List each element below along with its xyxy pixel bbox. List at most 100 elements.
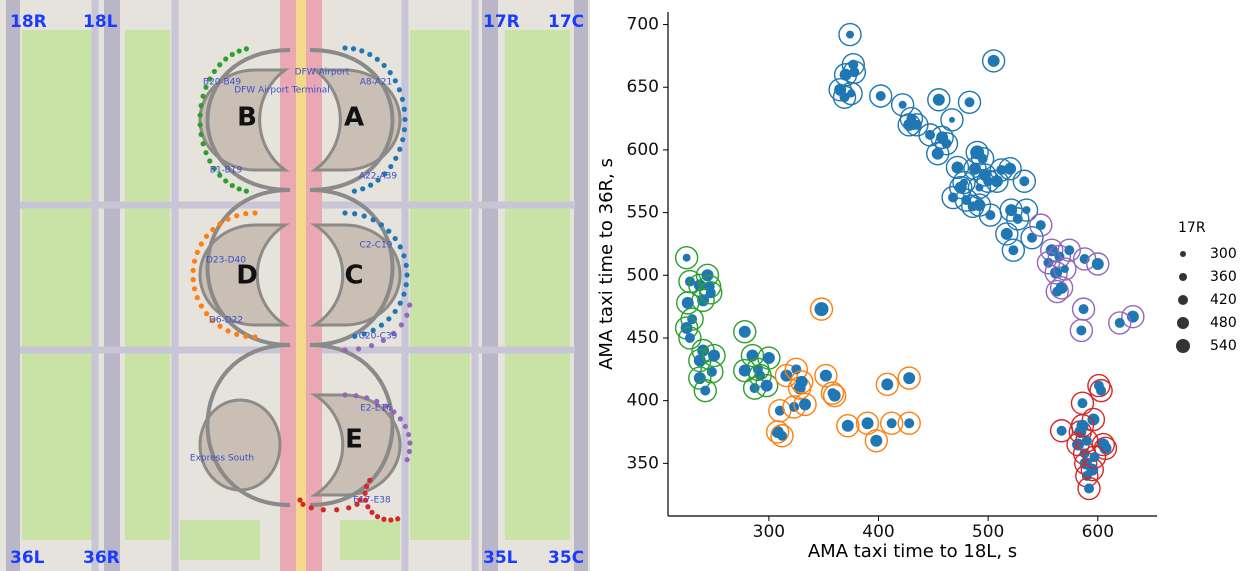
point: [681, 296, 694, 309]
gate-dot: [404, 457, 410, 463]
gate-dot: [363, 483, 370, 490]
gate-dot: [234, 331, 240, 337]
point: [693, 279, 706, 292]
gate-label: A22-A39: [359, 172, 398, 182]
gate-dot: [342, 392, 348, 398]
gate-dot: [223, 178, 229, 184]
point: [1076, 325, 1087, 336]
cluster-ring: [973, 163, 997, 187]
runway-label: 18R: [10, 12, 47, 32]
gate-dot: [392, 308, 398, 315]
point: [774, 405, 785, 416]
gate-dot: [401, 127, 408, 133]
gate-dot: [207, 76, 213, 82]
gate-dot: [364, 395, 370, 401]
point: [841, 419, 854, 432]
gate-label: A8-A21: [360, 78, 393, 88]
runways: [6, 0, 588, 571]
point: [898, 100, 907, 109]
gate-dot: [397, 416, 404, 422]
gate-dot: [402, 423, 408, 430]
point: [738, 325, 751, 338]
gate-dot: [342, 347, 348, 353]
gate-label: D23-D40: [206, 256, 246, 266]
y-tick-label: 350: [627, 453, 659, 473]
gate-dot: [223, 56, 229, 62]
gate-dot: [353, 393, 359, 399]
gate-dot: [200, 93, 206, 99]
cluster-ring: [1014, 198, 1039, 222]
point: [777, 430, 788, 441]
gate-dot: [361, 331, 367, 337]
gate-dot: [203, 311, 210, 317]
gate-dot: [381, 516, 387, 522]
point: [1056, 425, 1067, 436]
point: [814, 302, 829, 317]
cluster-ring: [897, 366, 921, 390]
y-tick-label: 650: [627, 77, 659, 97]
terminal-label: C: [344, 261, 363, 291]
gate-dot: [380, 337, 386, 343]
gate-label: B20-B49: [203, 78, 241, 88]
gate-dot: [229, 182, 235, 189]
point: [1008, 245, 1019, 256]
cluster-ring: [999, 198, 1023, 222]
skylink-track: [205, 48, 395, 507]
gate-dot: [198, 131, 204, 138]
legend-label: 420: [1210, 292, 1237, 308]
cluster-ring: [836, 414, 860, 438]
cluster-ring: [905, 113, 929, 137]
gate-dot: [357, 497, 363, 503]
terminal-label: D: [236, 261, 258, 291]
runway-label: 35L: [483, 548, 518, 568]
point: [1060, 265, 1069, 274]
cluster-ring: [879, 411, 904, 435]
legend-title: 17R: [1178, 220, 1206, 236]
gate-label: B1-B19: [210, 166, 243, 176]
gate-dot: [401, 253, 407, 259]
cluster-ring: [765, 420, 790, 444]
gate-dot: [252, 334, 258, 340]
point: [847, 89, 856, 98]
gate-label: E17-E38: [353, 496, 391, 506]
gate-dot: [387, 70, 393, 76]
cluster-ring: [1045, 279, 1069, 304]
gate-dot: [403, 282, 409, 288]
gate-dot: [404, 272, 410, 278]
place-label: DFW Airport: [295, 68, 350, 78]
gate-dot: [198, 303, 204, 309]
gate-dot: [391, 409, 397, 415]
cluster-ring: [733, 358, 757, 383]
cluster-ring: [967, 175, 992, 200]
gate-dot: [370, 217, 376, 223]
cluster-ring: [934, 131, 959, 156]
point: [881, 378, 894, 391]
gate-dot: [390, 330, 397, 336]
point: [1004, 162, 1017, 175]
point: [849, 67, 860, 78]
point: [1077, 398, 1088, 409]
gate-dot: [378, 322, 385, 328]
cluster-ring: [678, 326, 702, 350]
cluster-ring: [699, 281, 723, 305]
cluster-ring: [998, 157, 1022, 181]
gate-dot: [386, 228, 392, 234]
gate-dot: [407, 440, 413, 446]
gate-dot: [406, 448, 413, 455]
point: [1091, 258, 1104, 270]
gate-dot: [243, 333, 249, 339]
gate-dot: [386, 316, 392, 322]
gate-dot: [217, 323, 223, 329]
gate-dot: [234, 213, 240, 219]
airport-map: 18R 18L 17R 17C 36L 36R 35L 35C B A D C …: [0, 0, 590, 571]
y-axis-label: AMA taxi time to 36R, s: [596, 158, 617, 370]
gate-dot: [350, 46, 357, 52]
gate-dot: [374, 514, 381, 520]
y-tick-label: 400: [627, 391, 659, 411]
gate-dot: [190, 277, 196, 283]
point: [1000, 227, 1013, 240]
cluster-ring: [820, 381, 845, 405]
gate-dot: [252, 210, 258, 216]
point: [1012, 213, 1023, 224]
cluster-ring: [674, 246, 699, 270]
